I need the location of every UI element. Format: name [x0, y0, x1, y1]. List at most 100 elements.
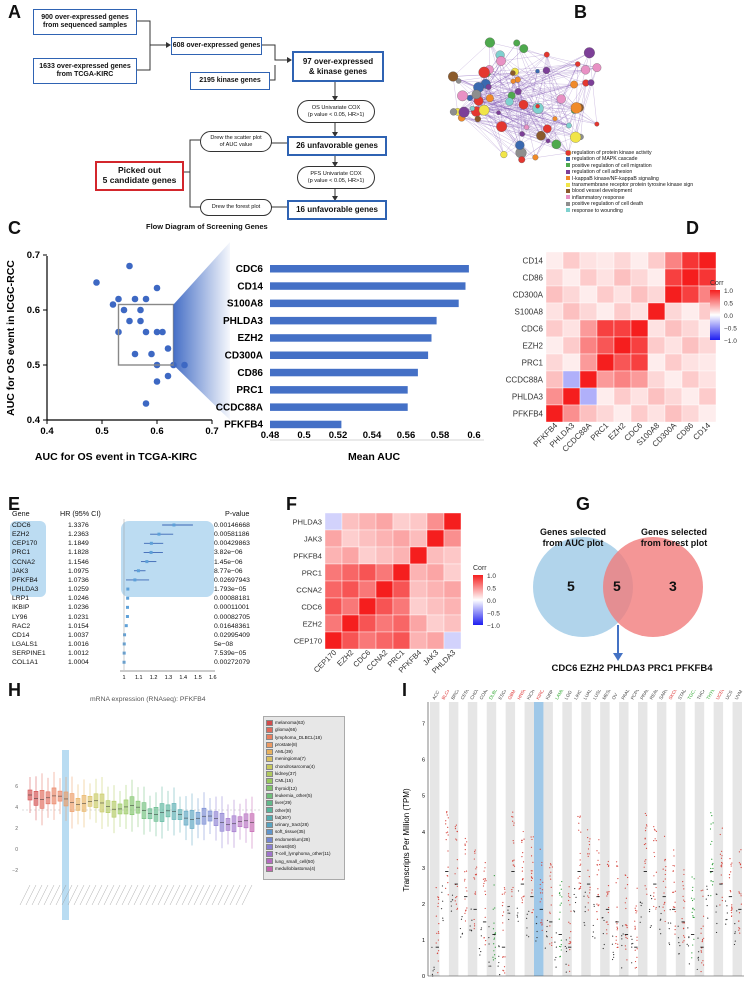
- tpm-normal-dot: [518, 890, 519, 891]
- tpm-normal-dot: [575, 897, 576, 898]
- tpm-tumor-dot: [580, 832, 581, 833]
- legend-text: AML(39): [275, 749, 293, 754]
- heatmap-f-legend-tick: 1.0: [487, 573, 496, 580]
- tpm-tumor-dot: [702, 960, 703, 961]
- tpm-tumor-dot: [447, 831, 448, 832]
- heatmap-f-cell: [427, 513, 444, 530]
- forest-gene: CEP170: [12, 539, 46, 548]
- zoom-cone: [174, 242, 231, 420]
- tpm-tumor-dot: [541, 922, 542, 923]
- tpm-normal-dot: [517, 915, 518, 916]
- legend-swatch: [266, 771, 273, 777]
- network-node: [520, 131, 525, 136]
- tpm-tumor-dot: [542, 889, 543, 890]
- heatmap-d-cell: [597, 303, 614, 320]
- heatmap-f-cell: [410, 598, 427, 615]
- forest-point: [150, 551, 153, 554]
- tpm-tumor-dot: [644, 867, 645, 868]
- tpm-tumor-dot: [691, 952, 692, 953]
- tpm-tumor-dot: [551, 937, 552, 938]
- tpm-tumor-dot: [540, 849, 541, 850]
- tpm-normal-dot: [668, 942, 669, 943]
- tpm-band: [506, 702, 515, 976]
- tpm-tumor-dot: [589, 892, 590, 893]
- tpm-normal-dot: [725, 919, 726, 920]
- forest-hr: 1.0004: [68, 658, 89, 667]
- tpm-tumor-dot: [531, 876, 532, 877]
- tpm-normal-dot: [641, 905, 642, 906]
- heatmap-d-row-label: S100A8: [515, 308, 544, 317]
- tpm-tumor-dot: [559, 912, 560, 913]
- tpm-tumor-dot: [447, 827, 448, 828]
- tpm-tumor-dot: [531, 870, 532, 871]
- tpm-normal-dot: [641, 903, 642, 904]
- tpm-tumor-dot: [550, 878, 551, 879]
- tpm-tumor-dot: [720, 854, 721, 855]
- tpm-tumor-dot: [739, 893, 740, 894]
- heatmap-f-cell: [393, 513, 410, 530]
- tpm-tumor-dot: [549, 943, 550, 944]
- tpm-tumor-dot: [531, 836, 532, 837]
- tpm-tumor-dot: [542, 930, 543, 931]
- tpm-normal-dot: [585, 911, 586, 912]
- heatmap-f-cell: [444, 564, 461, 581]
- scatter-point: [132, 351, 139, 358]
- heatmap-d-cell: [580, 337, 597, 354]
- heatmap-f-legend-tick: 0.0: [487, 598, 496, 605]
- boxplot-xtick: [152, 885, 162, 905]
- tpm-normal-dot: [725, 924, 726, 925]
- legend-text: kidney(37): [275, 771, 296, 776]
- heatmap-f-cell: [325, 615, 342, 632]
- boxplot-xtick: [206, 885, 216, 905]
- network-node: [520, 44, 528, 52]
- heatmap-f-legend-tick: 0.5: [487, 586, 496, 593]
- tpm-tumor-dot: [731, 865, 732, 866]
- tpm-tumor-dot: [636, 957, 637, 958]
- tpm-normal-dot: [462, 933, 463, 934]
- heatmap-d-cell: [597, 371, 614, 388]
- tpm-normal-dot: [451, 911, 452, 912]
- heatmap-d-cell: [580, 405, 597, 422]
- tpm-tumor-dot: [616, 865, 617, 866]
- tpm-tumor-dot: [475, 868, 476, 869]
- forest-p: 0.02995409: [214, 631, 250, 640]
- tpm-tumor-dot: [484, 891, 485, 892]
- forest-xtick: 1.6: [209, 675, 217, 680]
- network-node: [546, 139, 550, 143]
- auc-bar-label: S100A8: [227, 299, 264, 310]
- tpm-tumor-dot: [721, 858, 722, 859]
- tpm-tumor-dot: [448, 817, 449, 818]
- auc-bar-label: CD14: [237, 281, 263, 292]
- tpm-tumor-dot: [608, 907, 609, 908]
- heatmap-d-col-label: CD86: [674, 421, 695, 442]
- tpm-tumor-dot: [636, 910, 637, 911]
- boxplot-xtick: [110, 885, 120, 905]
- tpm-tumor-dot: [653, 896, 654, 897]
- tpm-normal-dot: [726, 905, 727, 906]
- tpm-tumor-dot: [541, 924, 542, 925]
- tpm-tumor-dot: [495, 947, 496, 948]
- tpm-tumor-dot: [549, 867, 550, 868]
- scatter-xlabel: AUC for OS event in TCGA-KIRC: [35, 451, 198, 463]
- tpm-tumor-dot: [731, 862, 732, 863]
- heatmap-d-cell: [699, 405, 716, 422]
- heatmap-d-cell: [665, 388, 682, 405]
- auc-bar: [270, 403, 408, 411]
- tpm-normal-dot: [575, 902, 576, 903]
- network-node: [584, 47, 595, 58]
- heatmap-f-row-label: CCNA2: [296, 586, 322, 595]
- tpm-tumor-dot: [542, 923, 543, 924]
- tpm-tumor-dot: [653, 906, 654, 907]
- tpm-tumor-dot: [540, 892, 541, 893]
- legend-text: lung_small_cell(50): [275, 859, 315, 864]
- tpm-tumor-dot: [665, 921, 666, 922]
- tpm-band: [525, 702, 534, 976]
- tpm-tumor-dot: [694, 898, 695, 899]
- tpm-tumor-dot: [626, 924, 627, 925]
- heatmap-f-cell: [325, 513, 342, 530]
- forest-gene: PRC1: [12, 548, 46, 557]
- heatmap-d-cell: [682, 320, 699, 337]
- tpm-normal-dot: [641, 916, 642, 917]
- tpm-cancer-label: LGG: [564, 690, 573, 701]
